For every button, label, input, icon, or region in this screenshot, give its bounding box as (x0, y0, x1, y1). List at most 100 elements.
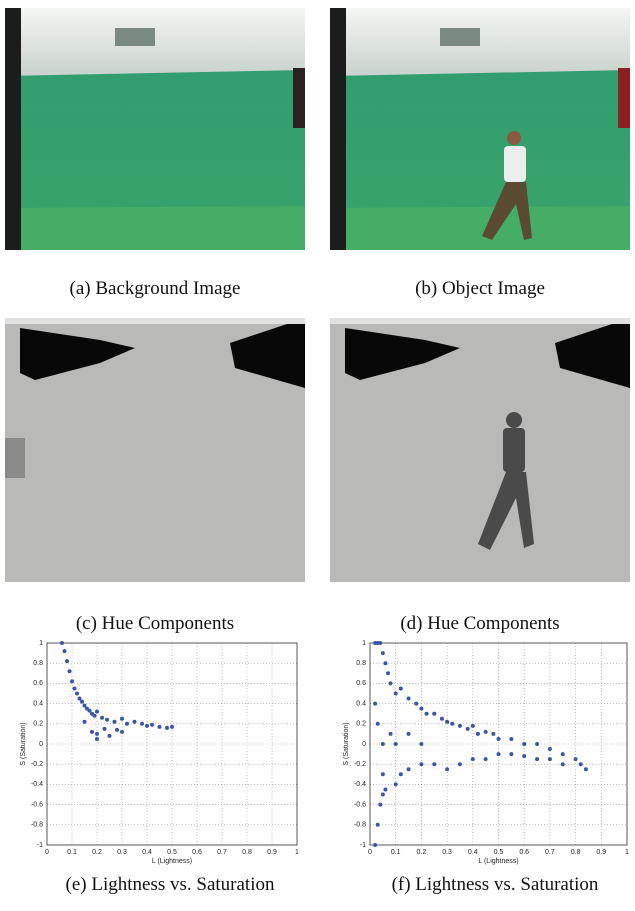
scatter-point (77, 696, 82, 701)
x-tick-label: 0.1 (67, 849, 77, 856)
scatter-point (522, 754, 527, 759)
scatter-point (470, 757, 475, 762)
scatter-point (157, 724, 162, 729)
x-tick-label: 0.7 (217, 849, 227, 856)
x-tick-label: 0.3 (442, 849, 452, 856)
y-tick-label: -0.6 (31, 801, 43, 808)
scatter-point (102, 726, 107, 731)
scatter-point (67, 669, 72, 674)
scatter-point (380, 742, 385, 746)
x-tick-label: 0.2 (417, 849, 427, 856)
scatter-point (393, 782, 398, 787)
scatter-point (465, 726, 470, 731)
y-tick-label: 0.4 (33, 700, 43, 707)
x-tick-label: 0.3 (117, 849, 127, 856)
axes-frame (46, 642, 298, 846)
scatter-point (87, 708, 92, 713)
y-tick-label: -0.2 (31, 761, 43, 768)
scatter-point (82, 703, 87, 708)
scatter-point (509, 736, 514, 741)
scatter-point (457, 762, 462, 767)
scatter-point (120, 729, 124, 734)
y-tick-label: 0.8 (33, 660, 43, 667)
scatter-point (120, 716, 124, 721)
x-tick-label: 0.9 (596, 849, 606, 856)
scatter-point (140, 721, 144, 726)
x-tick-label: 0.8 (571, 849, 581, 856)
scatter-point (375, 721, 380, 726)
scatter-point (419, 742, 424, 746)
scatter-point (95, 731, 99, 736)
scatter-point (483, 729, 488, 734)
scatter-point (62, 649, 67, 654)
scatter-point (378, 802, 383, 807)
scatter-point (424, 711, 429, 716)
y-tick-label: 0 (39, 741, 43, 748)
caption: (f) Lightness vs. Saturation (391, 874, 599, 895)
x-tick-label: 0.6 (192, 849, 202, 856)
scatter-point (105, 717, 109, 722)
scatter-point (393, 691, 398, 696)
y-tick-label: -0.4 (31, 781, 43, 788)
scatter-point (75, 691, 79, 696)
scatter-point (522, 742, 527, 746)
scatter-point (107, 733, 112, 738)
caption: (a) Background Image (69, 278, 241, 299)
y-tick-label: 1 (39, 640, 43, 647)
scatter-point (385, 671, 390, 676)
scatter-point (100, 715, 104, 720)
scatter-point (388, 681, 393, 686)
scatter-point (439, 716, 444, 721)
axes-frame (369, 642, 628, 846)
scatter-point (496, 736, 501, 741)
scatter-point (475, 731, 480, 736)
x-axis-label: L (Lightness) (478, 858, 518, 865)
scatter-point (398, 772, 403, 777)
y-tick-label: -1 (37, 842, 43, 849)
scatter-point (373, 843, 378, 847)
scatter-point (80, 699, 84, 704)
y-tick-label: 0.8 (356, 660, 366, 667)
scatter-point (496, 752, 501, 757)
caption: (c) Hue Components (75, 613, 235, 634)
x-tick-label: 1 (295, 849, 299, 856)
x-tick-label: 0.1 (391, 849, 401, 856)
scatter-point (578, 762, 583, 767)
object-photo (330, 8, 630, 250)
scatter-point (547, 747, 552, 752)
y-tick-label: -0.8 (354, 822, 366, 829)
y-tick-label: -1 (360, 842, 366, 849)
scatter-point (125, 721, 129, 726)
scatter-point (535, 742, 540, 746)
scatter-point (445, 719, 450, 724)
scatter-point (165, 725, 169, 730)
scatter-point (509, 752, 514, 757)
hue-background (5, 318, 305, 582)
scatter-point (72, 686, 77, 691)
y-axis-label: S (Saturation) (20, 722, 27, 765)
y-tick-label: -0.4 (354, 781, 366, 788)
scatter-point (450, 721, 455, 726)
scatter-point (92, 713, 97, 718)
x-tick-label: 0.5 (494, 849, 504, 856)
x-tick-label: 0 (368, 849, 372, 856)
x-tick-label: 0.5 (167, 849, 177, 856)
scatter-point (145, 723, 149, 728)
scatter-point (95, 736, 99, 741)
y-tick-label: 0.4 (356, 700, 366, 707)
hue-object (330, 318, 630, 582)
scatter-point (70, 679, 74, 684)
y-tick-label: -0.6 (354, 801, 366, 808)
x-axis-label: L (Lightness) (152, 858, 192, 865)
scatter-point (432, 711, 437, 716)
caption: (e) Lightness vs. Saturation (65, 874, 275, 895)
y-tick-label: -0.2 (354, 761, 366, 768)
x-tick-label: 0.4 (468, 849, 478, 856)
scatter-point (535, 757, 540, 762)
x-tick-label: 0.9 (267, 849, 277, 856)
scatter-point (414, 701, 419, 706)
scatter-point (406, 696, 411, 701)
scatter-point (398, 686, 403, 691)
y-axis-label: S (Saturation) (343, 722, 350, 765)
